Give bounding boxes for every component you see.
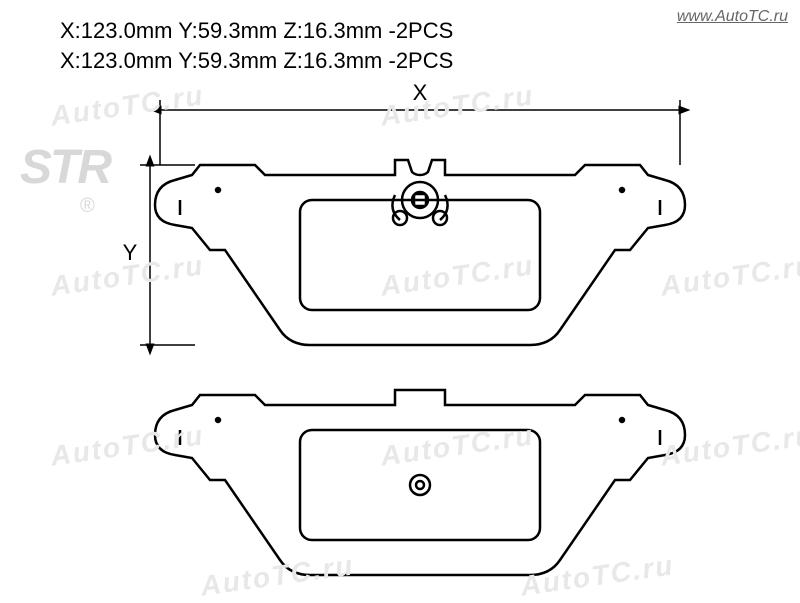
brake-pad-bottom — [155, 390, 685, 575]
y-dim-label: Y — [123, 240, 138, 265]
brake-pad-diagram: X Y — [0, 0, 800, 600]
x-dim-label: X — [413, 80, 428, 105]
brake-pad-top — [155, 160, 685, 345]
